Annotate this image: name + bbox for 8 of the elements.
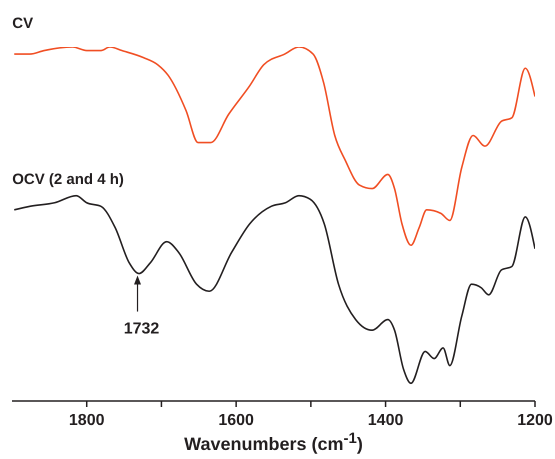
x-axis-title: Wavenumbers (cm$^{-1}$) — [184, 430, 363, 454]
annotation: 1732 — [124, 320, 160, 338]
series-label: OCV (2 and 4 h) — [12, 170, 124, 188]
series-label: CV — [12, 15, 34, 32]
x-tick-label: 1800 — [68, 412, 105, 429]
x-tick-label: 1600 — [218, 412, 254, 429]
x-tick-label: 1400 — [368, 412, 404, 429]
x-tick-label: 1200 — [517, 412, 553, 429]
